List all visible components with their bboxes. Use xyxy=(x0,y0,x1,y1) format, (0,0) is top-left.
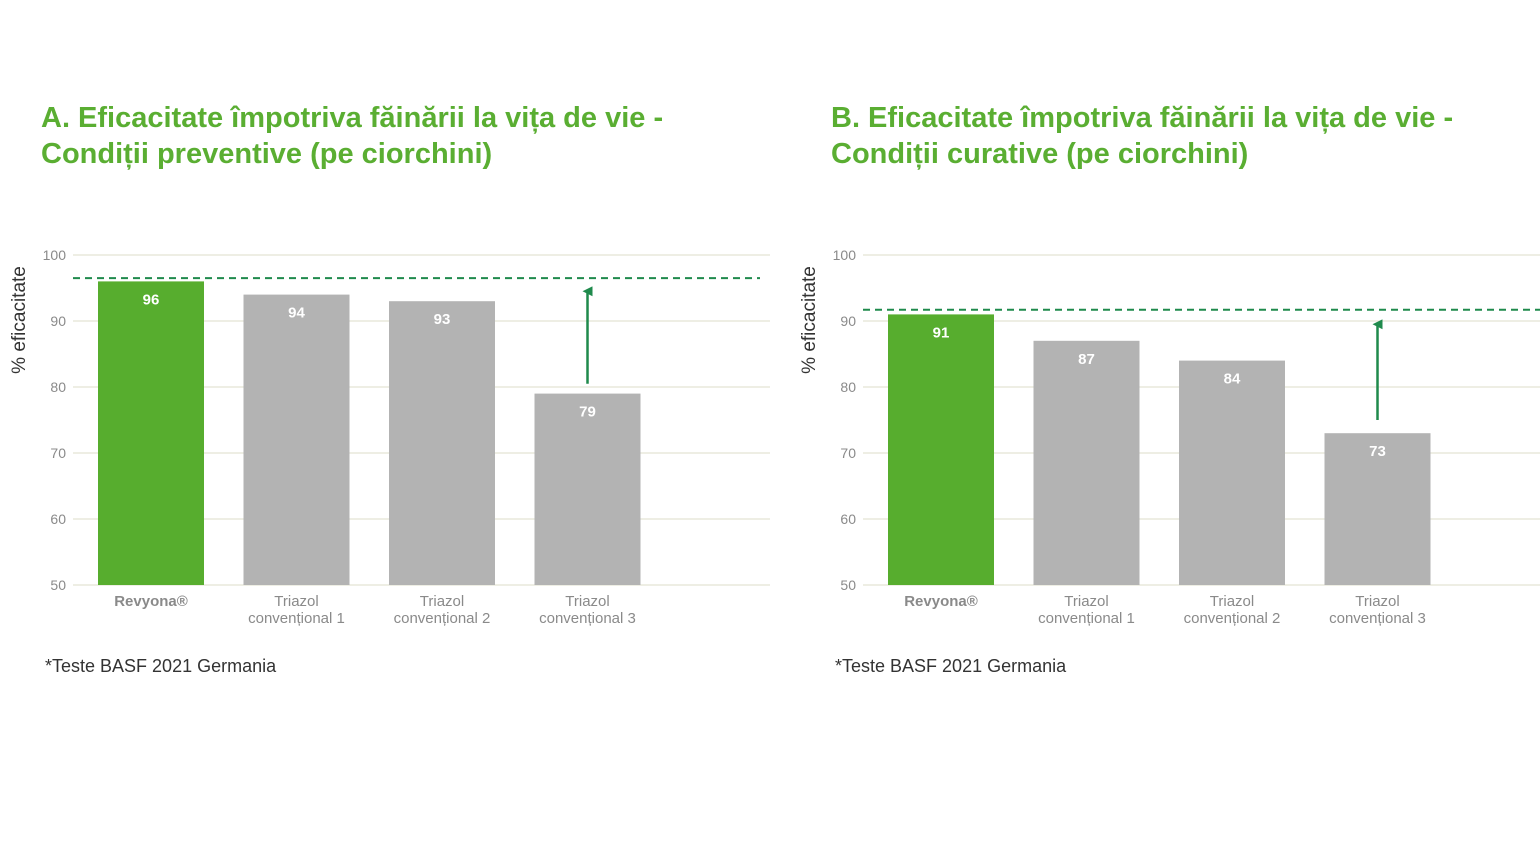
chart-title-b-line-1: B. Eficacitate împotriva făinării la viț… xyxy=(831,102,1454,134)
x-category-label-1-line-1: Revyona® xyxy=(904,593,978,610)
x-category-label-4-line-2: convențional 3 xyxy=(1329,610,1426,627)
chart-title-a-line-1: A. Eficacitate împotriva făinării la viț… xyxy=(41,102,664,134)
y-tick-label-50: 50 xyxy=(840,577,856,593)
y-tick-label-70: 70 xyxy=(50,445,66,461)
bar-value-label-1: 91 xyxy=(933,324,950,341)
x-category-label-3-line-1: Triazol xyxy=(420,593,464,610)
y-tick-label-60: 60 xyxy=(50,511,66,527)
bar-4 xyxy=(1324,433,1431,585)
x-category-label-4-line-2: convențional 3 xyxy=(539,610,636,627)
bar-3 xyxy=(389,301,495,585)
bar-chart-a: 50 60 70 80 90 100 % eficacitate 96 Revyona® 94 Tr… xyxy=(9,247,770,627)
y-axis-label: % eficacitate xyxy=(9,266,30,374)
bar-value-label-3: 84 xyxy=(1224,371,1241,388)
x-category-label-4-line-1: Triazol xyxy=(565,593,609,610)
footnote-b: *Teste BASF 2021 Germania xyxy=(835,656,1067,676)
chart-title-b: B. Eficacitate împotriva făinării la viț… xyxy=(831,100,1540,172)
chart-title-b-line-2: Condiții curative (pe ciorchini) xyxy=(831,138,1249,170)
y-tick-label-90: 90 xyxy=(840,313,856,329)
x-category-label-4-line-1: Triazol xyxy=(1355,593,1399,610)
y-tick-label-100: 100 xyxy=(833,247,857,263)
chart-panel-b: B. Eficacitate împotriva făinării la viț… xyxy=(790,0,1540,866)
x-category-label-2-line-1: Triazol xyxy=(1064,593,1108,610)
chart-title-a-line-2: Condiții preventive (pe ciorchini) xyxy=(41,138,493,170)
x-category-label-1-line-1: Revyona® xyxy=(114,593,188,610)
y-tick-label-80: 80 xyxy=(50,379,66,395)
y-tick-label-60: 60 xyxy=(840,511,856,527)
y-tick-label-80: 80 xyxy=(840,379,856,395)
y-tick-label-90: 90 xyxy=(50,313,66,329)
bar-value-label-4: 79 xyxy=(579,404,596,421)
chart-title-a: A. Eficacitate împotriva făinării la viț… xyxy=(41,100,761,172)
x-category-label-2-line-2: convențional 1 xyxy=(1038,610,1135,627)
x-category-label-3-line-1: Triazol xyxy=(1210,593,1254,610)
bar-value-label-1: 96 xyxy=(143,291,160,308)
bar-1 xyxy=(98,281,204,585)
y-tick-label-70: 70 xyxy=(840,445,856,461)
chart-panel-a: A. Eficacitate împotriva făinării la viț… xyxy=(9,100,770,676)
bar-value-label-2: 87 xyxy=(1078,351,1095,368)
x-category-label-3-line-2: convențional 2 xyxy=(1184,610,1281,627)
x-category-label-2-line-1: Triazol xyxy=(274,593,318,610)
footnote-a: *Teste BASF 2021 Germania xyxy=(45,656,277,676)
y-tick-label-50: 50 xyxy=(50,577,66,593)
x-category-label-3-line-2: convențional 2 xyxy=(394,610,491,627)
bar-value-label-2: 94 xyxy=(288,305,305,322)
bar-chart-b: 50 60 70 80 90 100 % eficacitate 91 Revyona® 87 Tr… xyxy=(799,247,1540,627)
y-axis-label: % eficacitate xyxy=(799,266,820,374)
bar-2 xyxy=(1033,340,1140,585)
y-tick-label-100: 100 xyxy=(43,247,67,263)
bar-2 xyxy=(243,294,350,585)
bar-4 xyxy=(534,393,641,585)
x-category-label-2-line-2: convențional 1 xyxy=(248,610,345,627)
bar-value-label-3: 93 xyxy=(434,311,451,328)
bar-value-label-4: 73 xyxy=(1369,443,1386,460)
bar-1 xyxy=(888,314,994,585)
bar-3 xyxy=(1179,360,1285,585)
